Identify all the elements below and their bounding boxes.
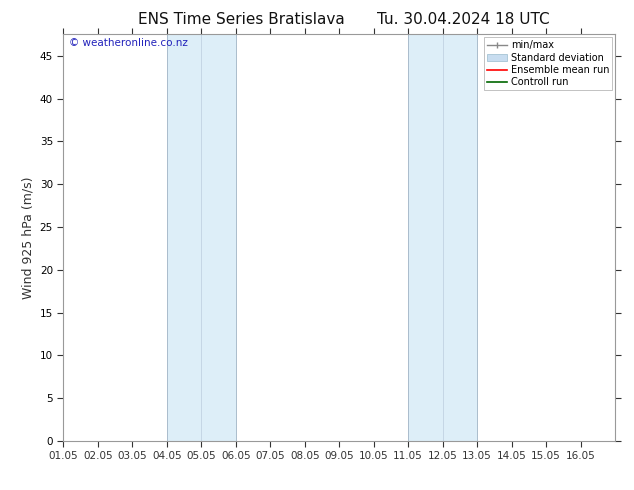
Y-axis label: Wind 925 hPa (m/s): Wind 925 hPa (m/s) — [21, 176, 34, 299]
Text: ENS Time Series Bratislava: ENS Time Series Bratislava — [138, 12, 344, 27]
Text: © weatheronline.co.nz: © weatheronline.co.nz — [69, 38, 188, 49]
Bar — [408, 34, 477, 441]
Legend: min/max, Standard deviation, Ensemble mean run, Controll run: min/max, Standard deviation, Ensemble me… — [484, 37, 612, 90]
Bar — [167, 34, 236, 441]
Text: Tu. 30.04.2024 18 UTC: Tu. 30.04.2024 18 UTC — [377, 12, 549, 27]
